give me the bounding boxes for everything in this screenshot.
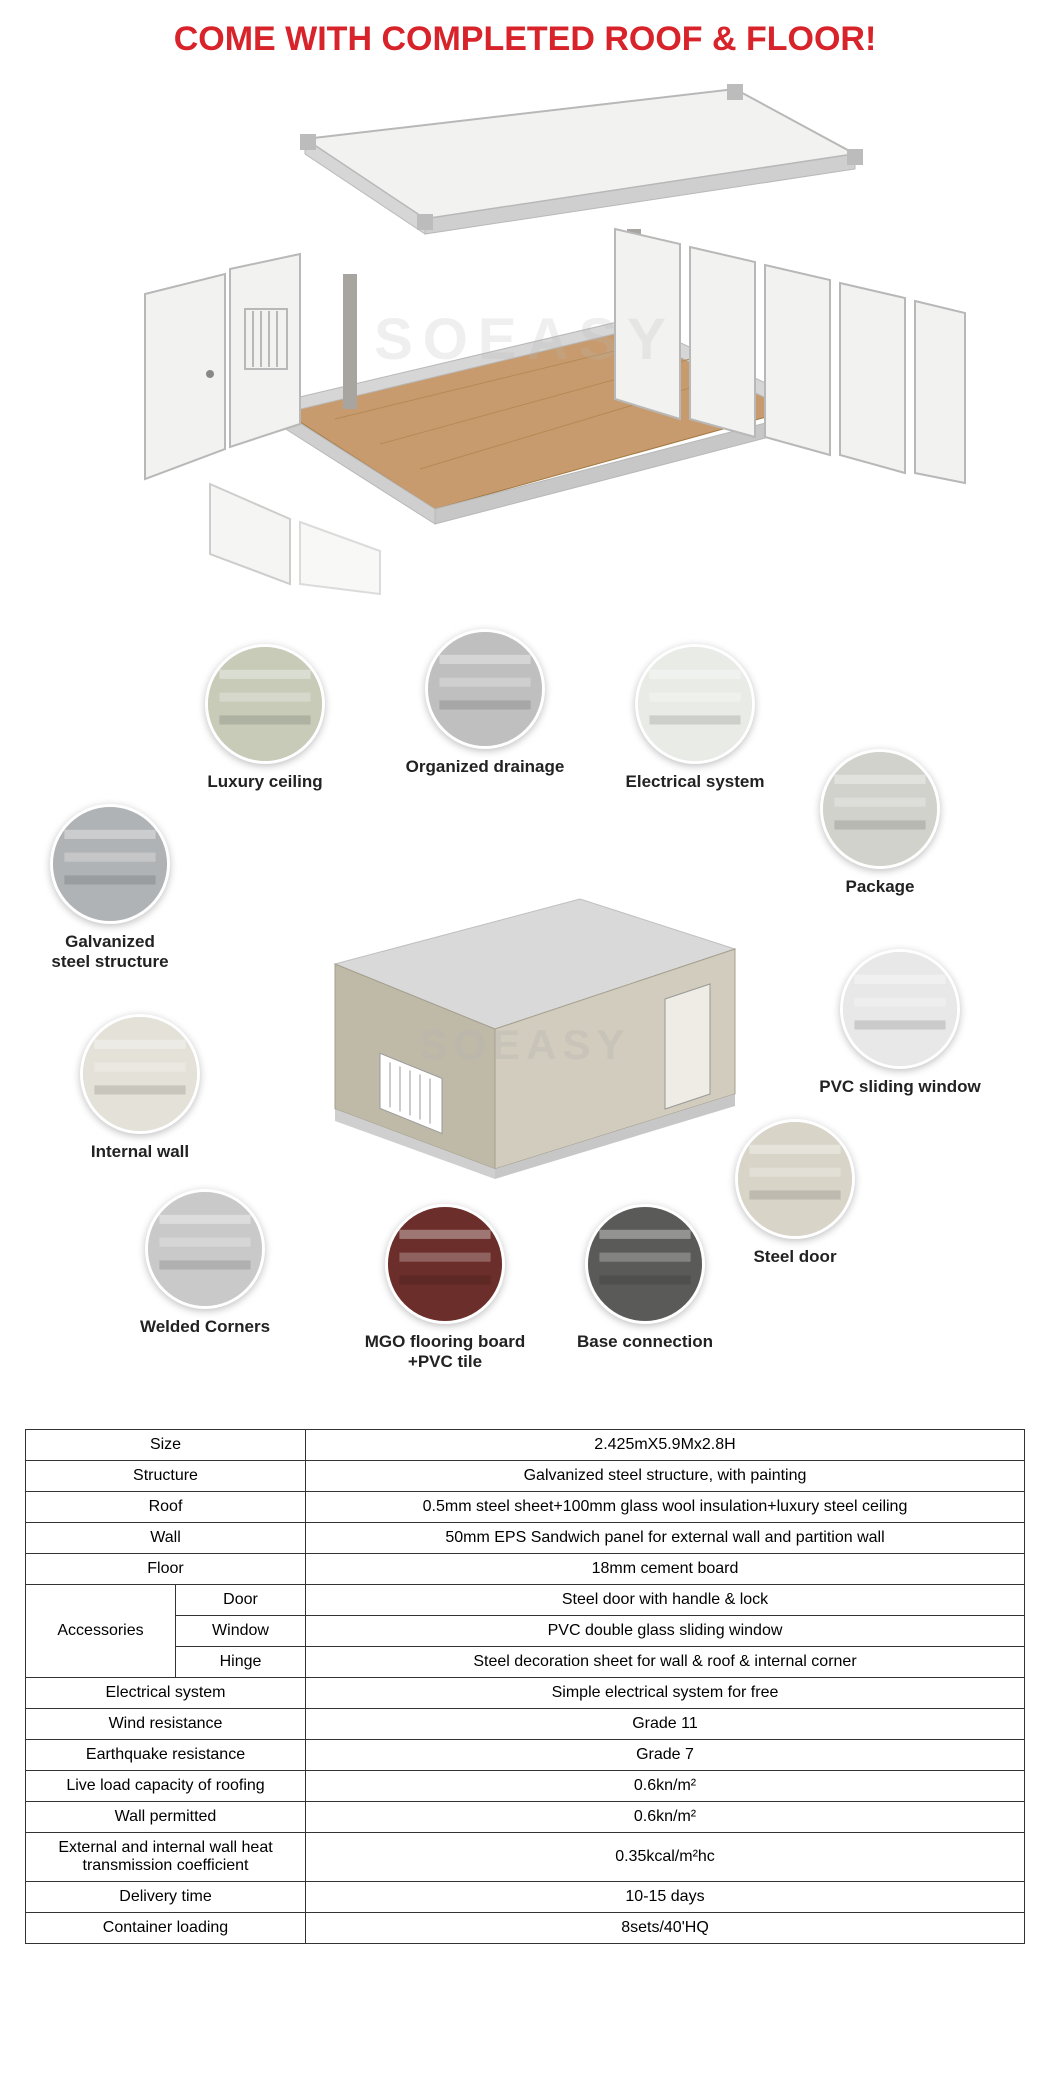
spec-value: Simple electrical system for free — [306, 1678, 1025, 1709]
internal-wall-icon — [80, 1014, 200, 1134]
spec-label: Electrical system — [26, 1678, 306, 1709]
left-wall-panels-icon — [145, 254, 300, 479]
table-row: Delivery time10-15 days — [26, 1882, 1025, 1913]
spec-label: Wind resistance — [26, 1709, 306, 1740]
steel-door-icon — [735, 1119, 855, 1239]
table-row: Wall50mm EPS Sandwich panel for external… — [26, 1523, 1025, 1554]
table-row: Wind resistanceGrade 11 — [26, 1709, 1025, 1740]
feature-steel-door: Steel door — [710, 1119, 880, 1267]
welded-corners-icon — [145, 1189, 265, 1309]
feature-pvc-window: PVC sliding window — [815, 949, 985, 1097]
feature-label: Electrical system — [626, 772, 765, 792]
page-title: COME WITH COMPLETED ROOF & FLOOR! — [0, 0, 1050, 69]
table-row: AccessoriesDoorSteel door with handle & … — [26, 1585, 1025, 1616]
feature-mgo-floor: MGO flooring board +PVC tile — [360, 1204, 530, 1373]
table-row: Roof0.5mm steel sheet+100mm glass wool i… — [26, 1492, 1025, 1523]
feature-label: Luxury ceiling — [207, 772, 322, 792]
base-connection-icon — [585, 1204, 705, 1324]
spec-value: 0.6kn/m² — [306, 1802, 1025, 1833]
features-section: SOEASY Luxury ceiling Organized drainage E… — [0, 629, 1050, 1409]
table-row: WindowPVC double glass sliding window — [26, 1616, 1025, 1647]
spec-label: Accessories — [26, 1585, 176, 1678]
spec-value: 8sets/40'HQ — [306, 1913, 1025, 1944]
feature-label: Organized drainage — [406, 757, 565, 777]
spec-value: 0.5mm steel sheet+100mm glass wool insul… — [306, 1492, 1025, 1523]
feature-base-connection: Base connection — [560, 1204, 730, 1352]
spec-label: Size — [26, 1430, 306, 1461]
spec-value: 50mm EPS Sandwich panel for external wal… — [306, 1523, 1025, 1554]
spec-label: External and internal wall heat transmis… — [26, 1833, 306, 1882]
feature-label: MGO flooring board +PVC tile — [365, 1332, 526, 1373]
exploded-diagram-svg: SOEASY — [75, 79, 975, 599]
spec-label: Wall permitted — [26, 1802, 306, 1833]
roof-panel-icon — [300, 84, 863, 234]
organized-drainage-icon — [425, 629, 545, 749]
spec-label: Container loading — [26, 1913, 306, 1944]
luxury-ceiling-icon — [205, 644, 325, 764]
table-row: Container loading8sets/40'HQ — [26, 1913, 1025, 1944]
spec-value: PVC double glass sliding window — [306, 1616, 1025, 1647]
svg-text:SOEASY: SOEASY — [419, 1021, 630, 1068]
spec-value: Grade 11 — [306, 1709, 1025, 1740]
spec-value: Galvanized steel structure, with paintin… — [306, 1461, 1025, 1492]
spec-label: Earthquake resistance — [26, 1740, 306, 1771]
feature-internal-wall: Internal wall — [55, 1014, 225, 1162]
table-row: Floor18mm cement board — [26, 1554, 1025, 1585]
feature-welded-corners: Welded Corners — [120, 1189, 290, 1337]
mgo-floor-icon — [385, 1204, 505, 1324]
package-icon — [820, 749, 940, 869]
spec-label: Roof — [26, 1492, 306, 1523]
feature-label: Steel door — [753, 1247, 836, 1267]
pvc-window-icon — [840, 949, 960, 1069]
spec-label: Structure — [26, 1461, 306, 1492]
galvanized-steel-icon — [50, 804, 170, 924]
feature-label: Galvanized steel structure — [51, 932, 168, 973]
front-wall-panels-icon — [210, 484, 380, 594]
spec-value: 2.425mX5.9Mx2.8H — [306, 1430, 1025, 1461]
feature-label: Base connection — [577, 1332, 713, 1352]
spec-table: Size2.425mX5.9Mx2.8HStructureGalvanized … — [25, 1429, 1025, 1944]
feature-electrical-system: Electrical system — [610, 644, 780, 792]
electrical-system-icon — [635, 644, 755, 764]
spec-value: Steel door with handle & lock — [306, 1585, 1025, 1616]
spec-value: Steel decoration sheet for wall & roof &… — [306, 1647, 1025, 1678]
spec-sublabel: Door — [176, 1585, 306, 1616]
watermark-text: SOEASY — [374, 307, 676, 372]
spec-sublabel: Window — [176, 1616, 306, 1647]
feature-luxury-ceiling: Luxury ceiling — [180, 644, 350, 792]
table-row: Size2.425mX5.9Mx2.8H — [26, 1430, 1025, 1461]
spec-value: 10-15 days — [306, 1882, 1025, 1913]
feature-label: PVC sliding window — [819, 1077, 981, 1097]
spec-label: Wall — [26, 1523, 306, 1554]
feature-label: Package — [846, 877, 915, 897]
table-row: HingeSteel decoration sheet for wall & r… — [26, 1647, 1025, 1678]
feature-label: Welded Corners — [140, 1317, 270, 1337]
feature-organized-drainage: Organized drainage — [400, 629, 570, 777]
table-row: Live load capacity of roofing0.6kn/m² — [26, 1771, 1025, 1802]
spec-value: Grade 7 — [306, 1740, 1025, 1771]
feature-galvanized-steel: Galvanized steel structure — [25, 804, 195, 973]
center-house-image: SOEASY — [295, 859, 755, 1179]
table-row: External and internal wall heat transmis… — [26, 1833, 1025, 1882]
spec-label: Live load capacity of roofing — [26, 1771, 306, 1802]
spec-value: 18mm cement board — [306, 1554, 1025, 1585]
spec-label: Floor — [26, 1554, 306, 1585]
feature-package: Package — [795, 749, 965, 897]
table-row: Earthquake resistanceGrade 7 — [26, 1740, 1025, 1771]
table-row: Electrical systemSimple electrical syste… — [26, 1678, 1025, 1709]
spec-value: 0.6kn/m² — [306, 1771, 1025, 1802]
spec-value: 0.35kcal/m²hc — [306, 1833, 1025, 1882]
feature-label: Internal wall — [91, 1142, 189, 1162]
table-row: StructureGalvanized steel structure, wit… — [26, 1461, 1025, 1492]
exploded-diagram-section: SOEASY — [0, 69, 1050, 629]
spec-label: Delivery time — [26, 1882, 306, 1913]
table-row: Wall permitted0.6kn/m² — [26, 1802, 1025, 1833]
spec-sublabel: Hinge — [176, 1647, 306, 1678]
